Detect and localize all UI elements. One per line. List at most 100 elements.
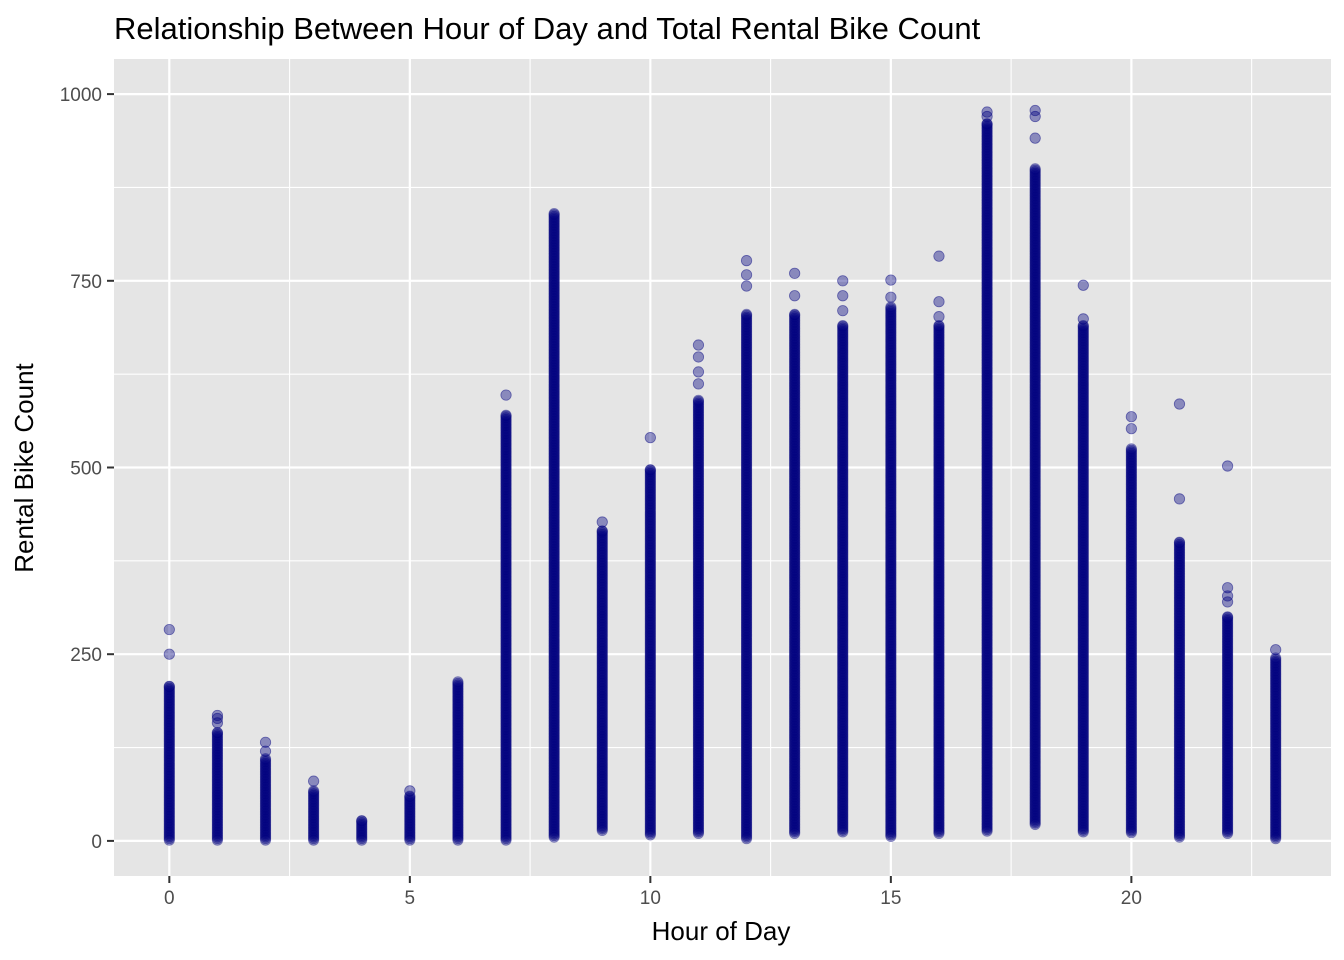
data-point — [259, 797, 272, 809]
data-point — [740, 308, 753, 321]
data-point — [211, 730, 224, 742]
data-point — [211, 797, 224, 809]
data-point — [356, 831, 368, 843]
data-point — [644, 464, 656, 476]
data-point — [308, 796, 320, 808]
outlier-point — [740, 269, 753, 281]
data-point — [308, 823, 320, 835]
data-point — [211, 727, 224, 739]
hour-column-13 — [789, 267, 801, 840]
data-point — [500, 690, 512, 702]
data-point — [452, 680, 464, 693]
data-point — [500, 492, 512, 504]
data-point — [356, 821, 368, 833]
data-point — [404, 816, 416, 829]
data-point — [452, 708, 464, 720]
data-point — [1029, 163, 1041, 175]
data-point — [500, 584, 512, 597]
data-point — [404, 808, 416, 821]
data-point — [308, 829, 320, 841]
data-point — [452, 805, 464, 817]
data-point — [500, 759, 512, 771]
data-point — [500, 448, 512, 461]
data-point — [500, 602, 512, 614]
outlier-point — [837, 275, 849, 287]
data-point — [163, 784, 175, 797]
data-point — [500, 732, 512, 744]
data-point — [163, 738, 175, 750]
data-point — [500, 477, 512, 489]
data-point — [259, 812, 272, 824]
data-point — [500, 509, 512, 521]
data-point — [163, 751, 175, 763]
outlier-point — [692, 378, 705, 390]
data-point — [500, 816, 512, 829]
data-point — [500, 490, 512, 502]
data-point — [500, 786, 512, 798]
data-point — [500, 567, 512, 579]
data-point — [452, 676, 464, 688]
data-point — [211, 821, 224, 833]
data-point — [500, 570, 512, 582]
data-point — [211, 804, 224, 816]
data-point — [452, 706, 464, 718]
data-point — [308, 791, 320, 803]
data-point — [163, 791, 175, 803]
data-point — [259, 829, 272, 841]
data-point — [163, 706, 175, 718]
outlier-point — [1125, 411, 1137, 423]
data-point — [452, 759, 464, 771]
data-point — [500, 719, 512, 731]
data-point — [259, 783, 272, 795]
data-point — [163, 725, 175, 737]
data-point — [163, 692, 175, 704]
data-point — [211, 831, 224, 843]
data-point — [211, 826, 224, 838]
data-point — [500, 797, 512, 809]
data-point — [452, 799, 464, 811]
data-point — [500, 463, 512, 475]
data-point — [211, 802, 224, 814]
data-point — [356, 816, 368, 829]
data-point — [163, 775, 175, 787]
outlier-point — [1029, 104, 1041, 117]
data-point — [500, 672, 512, 685]
data-point — [404, 796, 416, 808]
data-point — [500, 773, 512, 785]
data-point — [163, 804, 175, 816]
data-point — [163, 719, 175, 731]
data-point — [211, 805, 224, 817]
data-point — [211, 746, 224, 758]
data-point — [500, 533, 512, 545]
data-point — [308, 812, 320, 824]
data-point — [452, 752, 464, 765]
data-point — [308, 808, 320, 821]
data-point — [500, 684, 512, 696]
data-point — [356, 823, 368, 835]
data-point — [163, 776, 175, 789]
data-point — [500, 557, 512, 569]
data-point — [452, 748, 464, 760]
data-point — [211, 728, 224, 741]
data-point — [452, 727, 464, 739]
data-point — [163, 759, 175, 771]
data-point — [500, 764, 512, 776]
data-point — [404, 792, 416, 805]
data-point — [500, 524, 512, 536]
data-point — [163, 802, 175, 814]
data-point — [404, 804, 416, 816]
data-point — [211, 751, 224, 763]
data-point — [500, 495, 512, 507]
data-point — [308, 832, 320, 845]
data-point — [259, 808, 272, 821]
data-point — [211, 815, 224, 827]
data-point — [452, 698, 464, 710]
data-point — [500, 709, 512, 721]
data-point — [500, 666, 512, 678]
data-point — [452, 704, 464, 717]
data-point — [404, 832, 416, 845]
data-point — [500, 591, 512, 603]
data-point — [259, 796, 272, 808]
data-point — [500, 789, 512, 801]
data-point — [211, 744, 224, 757]
